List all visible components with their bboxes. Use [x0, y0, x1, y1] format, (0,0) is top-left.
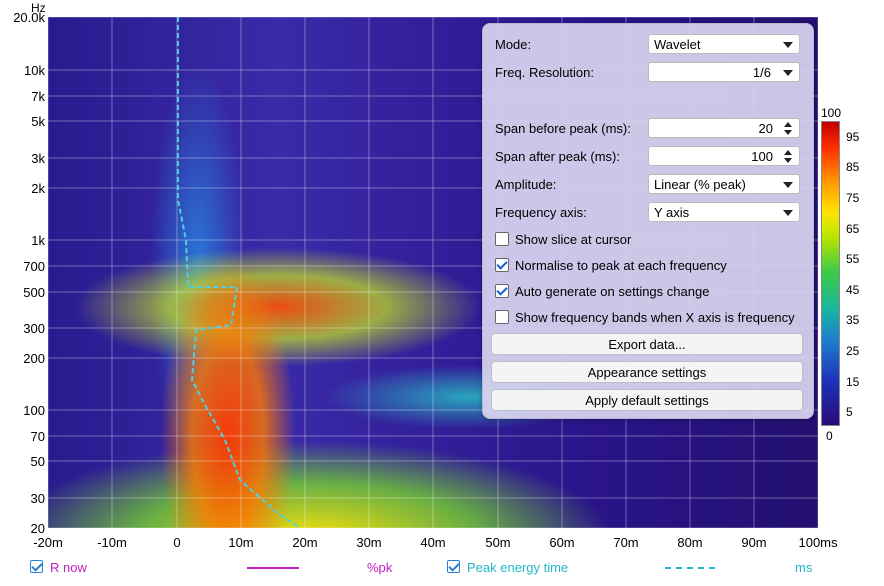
- auto-generate-checkbox[interactable]: Auto generate on settings change: [495, 284, 709, 299]
- colorbar-tick-label: 65: [846, 222, 860, 236]
- x-tick-label: 0: [173, 535, 181, 550]
- x-tick-label: -10m: [97, 535, 127, 550]
- colorbar-tick-label: 55: [846, 252, 860, 266]
- peak-energy-line-swatch: [665, 567, 715, 569]
- checkbox-icon[interactable]: [495, 232, 509, 246]
- y-tick-label: 50: [30, 454, 45, 469]
- auto-generate-label: Auto generate on settings change: [515, 284, 710, 299]
- x-tick-label: 60m: [549, 535, 575, 550]
- span-before-value: 20: [758, 121, 773, 136]
- show-slice-label: Show slice at cursor: [515, 232, 632, 247]
- mode-label: Mode:: [495, 37, 532, 52]
- y-tick-label: 200: [23, 351, 45, 366]
- legend-bar: R now %pk Peak energy time ms: [0, 558, 884, 580]
- y-tick-label: 700: [23, 259, 45, 274]
- colorbar-tick-label: 35: [846, 313, 860, 327]
- colorbar-tick-label: 0: [826, 429, 833, 443]
- export-data-button[interactable]: Export data...: [491, 333, 803, 355]
- r-now-checkbox[interactable]: [30, 560, 43, 573]
- colorbar-tick-label: 45: [846, 283, 860, 297]
- x-tick-label: 30m: [356, 535, 382, 550]
- y-tick-label: 500: [23, 285, 45, 300]
- frequency-axis-label: Frequency axis:: [495, 205, 587, 220]
- r-now-line-swatch: [247, 567, 299, 569]
- freq-resolution-value: 1/6: [752, 65, 771, 80]
- normalise-checkbox[interactable]: Normalise to peak at each frequency: [495, 258, 727, 273]
- y-tick-label: 3k: [31, 151, 45, 166]
- x-tick-label: 70m: [613, 535, 639, 550]
- stepper-up-icon[interactable]: [784, 150, 792, 155]
- freq-resolution-select[interactable]: 1/6: [648, 62, 800, 82]
- span-after-value: 100: [751, 149, 773, 164]
- x-tick-label: 40m: [420, 535, 446, 550]
- checkbox-icon[interactable]: [495, 258, 509, 272]
- appearance-settings-button[interactable]: Appearance settings: [491, 361, 803, 383]
- x-tick-label: 50m: [485, 535, 511, 550]
- colorbar-tick-label: 5: [846, 405, 853, 419]
- span-before-label: Span before peak (ms):: [495, 121, 631, 136]
- x-tick-label: -20m: [33, 535, 63, 550]
- peak-energy-checkbox[interactable]: [447, 560, 460, 573]
- amplitude-value: Linear (% peak): [654, 177, 746, 192]
- show-slice-checkbox[interactable]: Show slice at cursor: [495, 232, 631, 247]
- x-tick-label: 90m: [741, 535, 767, 550]
- colorbar-tick-label: 95: [846, 130, 860, 144]
- amplitude-select[interactable]: Linear (% peak): [648, 174, 800, 194]
- colorbar-tick-label: 25: [846, 344, 860, 358]
- y-tick-label: 20: [30, 521, 45, 536]
- span-before-input[interactable]: 20: [648, 118, 800, 138]
- colorbar-tick-label: 100: [821, 106, 842, 120]
- x-tick-label: 20m: [292, 535, 318, 550]
- apply-default-settings-button[interactable]: Apply default settings: [491, 389, 803, 411]
- colorbar-tick-label: 75: [846, 191, 860, 205]
- x-tick-label: 100ms: [798, 535, 838, 550]
- mode-select[interactable]: Wavelet: [648, 34, 800, 54]
- y-tick-label: 300: [23, 321, 45, 336]
- normalise-label: Normalise to peak at each frequency: [515, 258, 727, 273]
- y-tick-label: 100: [23, 403, 45, 418]
- r-now-label: R now: [50, 560, 87, 575]
- peak-energy-curve: [177, 17, 301, 528]
- checkbox-icon[interactable]: [495, 310, 509, 324]
- y-axis-unit: Hz: [31, 1, 46, 15]
- span-after-label: Span after peak (ms):: [495, 149, 620, 164]
- frequency-axis-select[interactable]: Y axis: [648, 202, 800, 222]
- r-now-unit: %pk: [367, 560, 393, 575]
- x-tick-label: 10m: [228, 535, 254, 550]
- stepper-up-icon[interactable]: [784, 122, 792, 127]
- peak-energy-label: Peak energy time: [467, 560, 569, 575]
- color-scale-bar: [821, 121, 840, 426]
- checkbox-icon[interactable]: [495, 284, 509, 298]
- chevron-down-icon: [783, 42, 793, 48]
- stepper-down-icon[interactable]: [784, 158, 792, 163]
- peak-energy-unit: ms: [795, 560, 813, 575]
- colorbar-tick-label: 15: [846, 375, 860, 389]
- y-tick-label: 10k: [24, 63, 45, 78]
- stepper-down-icon[interactable]: [784, 130, 792, 135]
- chevron-down-icon: [783, 182, 793, 188]
- y-tick-label: 20.0k: [13, 10, 45, 25]
- chevron-down-icon: [783, 70, 793, 76]
- span-after-input[interactable]: 100: [648, 146, 800, 166]
- frequency-axis-value: Y axis: [654, 205, 690, 220]
- show-bands-label: Show frequency bands when X axis is freq…: [515, 310, 795, 325]
- amplitude-label: Amplitude:: [495, 177, 557, 192]
- y-tick-label: 1k: [31, 233, 45, 248]
- x-tick-label: 80m: [677, 535, 703, 550]
- y-tick-label: 70: [30, 429, 45, 444]
- colorbar-tick-label: 85: [846, 160, 860, 174]
- settings-panel: Mode: Wavelet Freq. Resolution: 1/6 Span…: [482, 23, 814, 419]
- show-bands-checkbox[interactable]: Show frequency bands when X axis is freq…: [495, 310, 795, 325]
- chevron-down-icon: [783, 210, 793, 216]
- y-tick-label: 2k: [31, 181, 45, 196]
- y-tick-label: 5k: [31, 114, 45, 129]
- mode-value: Wavelet: [654, 37, 701, 52]
- y-tick-label: 7k: [31, 89, 45, 104]
- freq-resolution-label: Freq. Resolution:: [495, 65, 594, 80]
- y-tick-label: 30: [30, 491, 45, 506]
